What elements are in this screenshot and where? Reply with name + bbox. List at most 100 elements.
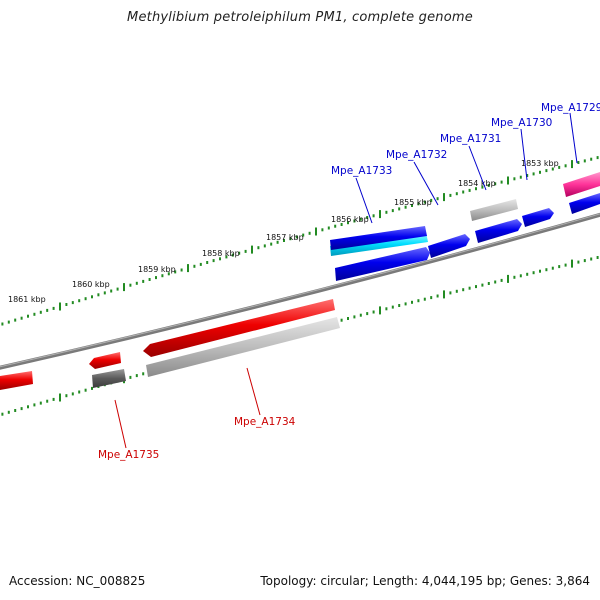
outer-ring-minor-tick	[481, 185, 484, 189]
gene-mpe-a1734-product[interactable]	[146, 317, 340, 377]
gene-mpe-a1729[interactable]	[563, 172, 600, 197]
inner-ring-minor-tick	[475, 285, 477, 289]
inner-ring-minor-tick	[596, 256, 599, 259]
inner-ring-minor-tick	[532, 271, 535, 275]
inner-ring-minor-tick	[564, 263, 567, 267]
accession-text: Accession: NC_008825	[9, 574, 146, 588]
gene-mpe-a1731[interactable]	[475, 219, 522, 243]
gene-left-partial[interactable]	[0, 371, 33, 390]
outer-ring-minor-tick	[295, 235, 298, 239]
inner-ring-minor-tick	[84, 388, 87, 392]
outer-ring-minor-tick	[334, 224, 337, 228]
outer-ring-minor-tick	[174, 270, 177, 274]
inner-ring-major-tick	[443, 290, 445, 299]
gene-mpe-a1733[interactable]	[330, 226, 427, 250]
outer-ring-minor-tick	[219, 257, 221, 261]
outer-ring-minor-tick	[321, 228, 324, 232]
label-mpe-a1732[interactable]: Mpe_A1732	[386, 149, 447, 161]
outer-ring-minor-tick	[206, 261, 209, 264]
gene-mpe-a1730[interactable]	[522, 208, 554, 227]
outer-ring-minor-tick	[462, 190, 465, 194]
gene-mpe-a1729-product[interactable]	[569, 193, 600, 214]
outer-ring-minor-tick	[1, 322, 4, 326]
inner-ring-minor-tick	[558, 265, 561, 269]
inner-ring-major-tick	[507, 274, 509, 283]
outer-ring-minor-tick	[289, 237, 292, 241]
outer-ring-minor-tick	[347, 221, 349, 225]
reverse-features	[0, 299, 340, 390]
label-mpe-a1729[interactable]: Mpe_A1729	[541, 102, 600, 114]
outer-ring-major-tick	[59, 302, 61, 311]
gene-mpe-a1735[interactable]	[89, 352, 121, 369]
tick-label-1859: 1859 kbp	[138, 265, 176, 274]
inner-ring-minor-tick	[372, 310, 375, 314]
callout-mpe-a1730	[520, 128, 528, 181]
outer-ring-minor-tick	[212, 259, 215, 263]
outer-ring-minor-tick	[487, 183, 490, 187]
inner-ring-minor-tick	[468, 286, 471, 290]
outer-ring-minor-tick	[244, 249, 247, 253]
label-mpe-a1733[interactable]: Mpe_A1733	[331, 165, 392, 177]
outer-ring-major-tick	[443, 193, 445, 202]
outer-ring-minor-tick	[167, 272, 170, 276]
outer-ring-minor-tick	[417, 202, 420, 206]
callout-mpe-a1734	[246, 367, 261, 416]
outer-ring-minor-tick	[372, 214, 375, 218]
inner-ring-minor-tick	[366, 312, 369, 316]
label-mpe-a1731[interactable]: Mpe_A1731	[440, 133, 501, 145]
gene-mpe-a1735-product[interactable]	[92, 369, 126, 388]
outer-ring-minor-tick	[116, 287, 119, 291]
outer-ring-minor-tick	[411, 204, 413, 207]
outer-ring-major-tick	[251, 245, 253, 254]
outer-ring-minor-tick	[20, 316, 23, 320]
outer-ring-minor-tick	[97, 293, 100, 297]
outer-ring-minor-tick	[283, 239, 285, 242]
outer-ring-minor-tick	[327, 226, 330, 230]
inner-ring-minor-tick	[436, 294, 439, 298]
outer-ring-minor-tick	[231, 253, 234, 257]
outer-ring-minor-tick	[91, 295, 93, 299]
inner-ring-minor-tick	[500, 278, 503, 282]
inner-ring-minor-tick	[513, 275, 516, 279]
tick-label-1858: 1858 kbp	[202, 249, 240, 258]
outer-ring-minor-tick	[398, 207, 401, 211]
outer-ring-minor-tick	[135, 281, 138, 285]
gene-mpe-a1732[interactable]	[428, 234, 470, 258]
outer-ring-minor-tick	[558, 165, 561, 169]
tick-label-1855: 1855 kbp	[394, 198, 432, 207]
gene-mpe-a1733-product[interactable]	[335, 247, 430, 281]
label-mpe-a1734[interactable]: Mpe_A1734	[234, 416, 296, 428]
outer-ring-minor-tick	[33, 312, 36, 316]
outer-ring-major-tick	[571, 160, 573, 169]
genome-backbone-highlight	[0, 213, 600, 368]
label-mpe-a1735[interactable]: Mpe_A1735	[98, 449, 159, 461]
outer-ring-minor-tick	[27, 314, 29, 318]
inner-ring-minor-tick	[385, 307, 388, 311]
inner-ring-minor-tick	[129, 375, 132, 379]
outer-ring-minor-tick	[84, 297, 87, 301]
callout-mpe-a1732	[413, 161, 439, 206]
inner-ring-minor-tick	[20, 407, 23, 411]
inner-ring-minor-tick	[481, 283, 484, 287]
inner-ring-minor-tick	[359, 313, 362, 317]
inner-ring-minor-tick	[526, 272, 529, 276]
outer-ring-minor-tick	[545, 169, 548, 173]
gene-mpe-a1734[interactable]	[143, 299, 335, 357]
outer-ring-minor-tick	[436, 197, 439, 201]
genome-title: Methylibium petroleiphilum PM1, complete…	[127, 10, 473, 25]
inner-ring-major-tick	[571, 259, 573, 268]
outer-ring-minor-tick	[385, 210, 388, 214]
outer-ring-minor-tick	[366, 216, 369, 219]
label-mpe-a1730[interactable]: Mpe_A1730	[491, 117, 552, 129]
outer-ring-minor-tick	[353, 219, 356, 223]
outer-ring-minor-tick	[302, 233, 305, 237]
inner-ring-minor-tick	[494, 280, 497, 284]
gene-mpe-a1731-grey[interactable]	[470, 199, 518, 221]
outer-ring-minor-tick	[308, 231, 311, 235]
outer-ring-major-tick	[187, 264, 189, 273]
outer-ring-minor-tick	[225, 255, 228, 259]
outer-ring-minor-tick	[494, 182, 497, 186]
outer-ring-major-tick	[507, 176, 509, 185]
outer-ring-minor-tick	[468, 188, 471, 192]
